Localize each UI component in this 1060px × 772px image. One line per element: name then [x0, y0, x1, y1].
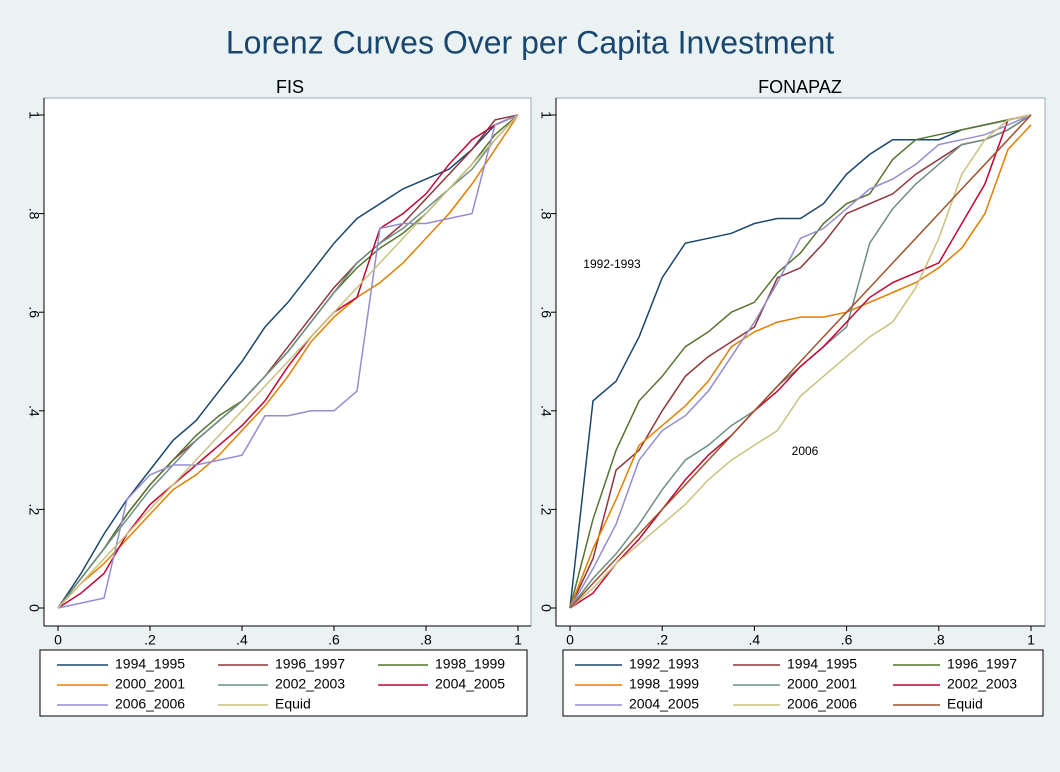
legend-label: 2000_2001 [787, 676, 857, 692]
legend: 1994_1995 1996_1997 1998_1999 2000_2001 2002… [57, 656, 505, 712]
series-line [569, 114, 1032, 609]
legend-label: Equid [947, 696, 983, 712]
legend-label: 2000_2001 [115, 676, 185, 692]
x-tick-label: .8 [933, 632, 945, 648]
x-tick-label: .6 [328, 632, 340, 648]
y-tick-label: .8 [538, 208, 554, 220]
annotation: 1992-1993 [583, 257, 641, 271]
chart-title: Lorenz Curves Over per Capita Investment [226, 24, 834, 60]
panel-title: FIS [276, 77, 304, 97]
legend-label: 2006_2006 [115, 696, 185, 712]
y-tick-label: .4 [538, 405, 554, 417]
y-tick-label: .6 [26, 306, 42, 318]
y-tick-label: 0 [538, 604, 554, 612]
series-line [569, 124, 1032, 609]
legend-box [39, 649, 528, 717]
y-tick-label: 1 [538, 111, 554, 119]
series-line [569, 114, 1032, 609]
y-tick-label: .2 [538, 504, 554, 516]
legend-label: 1996_1997 [947, 656, 1017, 672]
x-tick-label: 1 [1027, 632, 1035, 648]
series-line [57, 114, 519, 609]
legend-label: Equid [275, 696, 311, 712]
legend-label: 2002_2003 [275, 676, 345, 692]
y-tick-label: .2 [26, 504, 42, 516]
legend-label: 1994_1995 [787, 656, 857, 672]
legend-label: 1998_1999 [435, 656, 505, 672]
x-tick-label: 0 [566, 632, 574, 648]
x-tick-label: 1 [514, 632, 522, 648]
series-line [57, 114, 519, 609]
legend-label: 2006_2006 [787, 696, 857, 712]
series-line [57, 114, 519, 609]
series-line [569, 114, 1032, 609]
y-tick-label: 0 [26, 604, 42, 612]
x-tick-label: .6 [841, 632, 853, 648]
series-line [57, 114, 519, 609]
y-tick-label: 1 [26, 111, 42, 119]
legend: 1992_1993 1994_1995 1996_1997 1998_1999 2000… [575, 656, 1017, 712]
annotation: 2006 [792, 444, 819, 458]
x-tick-label: .2 [144, 632, 156, 648]
x-tick-label: .4 [236, 632, 248, 648]
legend-label: 1998_1999 [629, 676, 699, 692]
panel-title: FONAPAZ [758, 77, 842, 97]
legend-label: 1992_1993 [629, 656, 699, 672]
series-line [57, 114, 519, 609]
legend-box [562, 649, 1044, 717]
legend-label: 2004_2005 [435, 676, 505, 692]
legend-label: 2004_2005 [629, 696, 699, 712]
legend-label: 1996_1997 [275, 656, 345, 672]
legend-label: 1994_1995 [115, 656, 185, 672]
x-tick-label: .4 [749, 632, 761, 648]
x-tick-label: .2 [656, 632, 668, 648]
series-line [57, 114, 519, 609]
series-line [569, 114, 1032, 609]
legend-label: 2002_2003 [947, 676, 1017, 692]
y-tick-label: .6 [538, 306, 554, 318]
y-tick-label: .8 [26, 208, 42, 220]
x-tick-label: .8 [420, 632, 432, 648]
series-line [569, 114, 1032, 609]
y-tick-label: .4 [26, 405, 42, 417]
series-line [569, 114, 1032, 609]
series-line [569, 114, 1032, 609]
x-tick-label: 0 [54, 632, 62, 648]
